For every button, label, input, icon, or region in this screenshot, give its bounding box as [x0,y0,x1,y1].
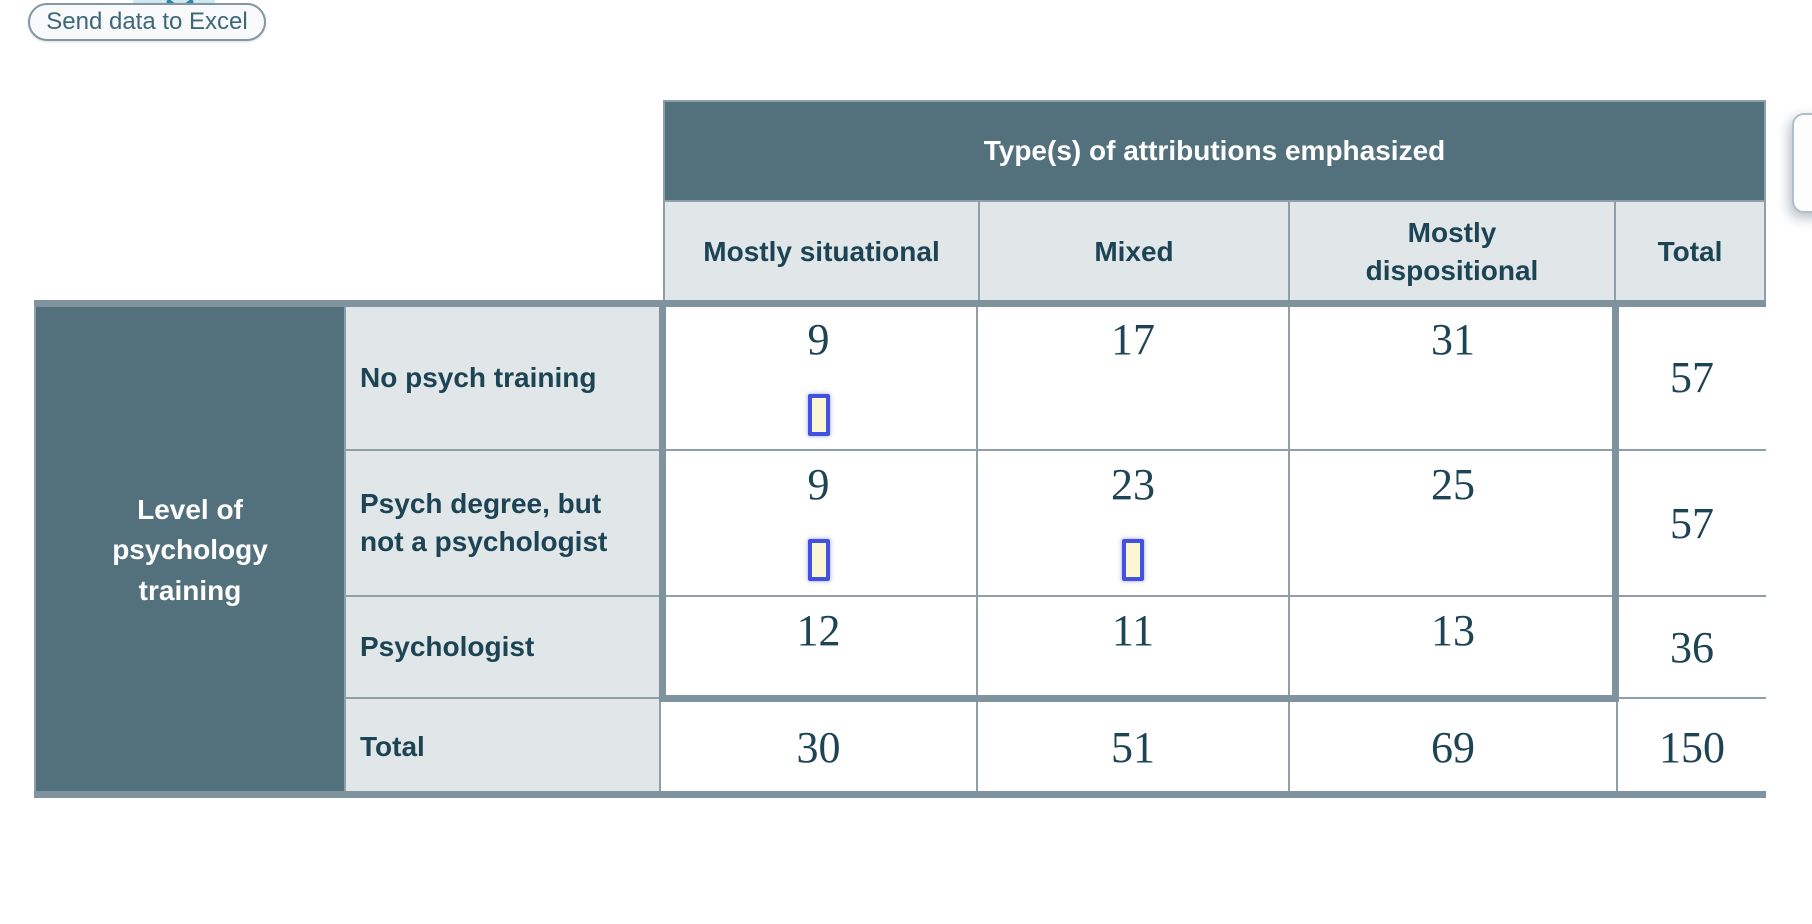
table-cell-r1-dispositional: 31 [1290,306,1616,449]
col-header-mostly-dispositional: Mostly dispositional [1290,202,1614,302]
table-cell-r3-dispositional: 13 [1290,597,1616,697]
table-cell-r2-mixed: 23 [978,451,1288,595]
table-cell-r2-dispositional: 25 [1290,451,1616,595]
table-cell-r4-grand-total: 150 [1618,699,1766,795]
row-header-psych-degree: Psych degree, but not a psychologist [346,451,659,595]
edge-floating-panel[interactable] [1792,113,1812,213]
row-group-title: Level of psychology training [36,306,344,795]
table-cell-r4-mixed: 51 [978,699,1288,795]
table-cell-r2-situational: 9 [661,451,976,595]
column-group-title: Type(s) of attributions emphasized [665,102,1764,200]
answer-input-r2-situational[interactable] [807,539,830,581]
table-cell-r4-situational: 30 [661,699,976,795]
column-header-grid: Type(s) of attributions emphasized Mostl… [663,100,1766,304]
table-cell-r1-mixed: 17 [978,306,1288,449]
col-header-mostly-situational: Mostly situational [665,202,978,302]
table-cell-r3-mixed: 11 [978,597,1288,697]
table-cell-r2-total: 57 [1618,451,1766,595]
table-cell-r4-dispositional: 69 [1290,699,1616,795]
col-header-mixed: Mixed [980,202,1288,302]
send-data-to-excel-button[interactable]: Send data to Excel [28,3,266,41]
col-header-total: Total [1616,202,1764,302]
table-cell-r1-total: 57 [1618,306,1766,449]
row-header-total: Total [346,699,659,795]
answer-input-r2-mixed[interactable] [1122,539,1144,581]
row-header-no-psych-training: No psych training [346,306,659,449]
table-cell-r3-total: 36 [1618,597,1766,697]
table-cell-r1-situational: 9 [661,306,976,449]
answer-input-r1-situational[interactable] [807,394,830,436]
table-cell-r3-situational: 12 [661,597,976,697]
table-body-grid: Level of psychology training No psych tr… [34,304,1766,797]
row-header-psychologist: Psychologist [346,597,659,697]
